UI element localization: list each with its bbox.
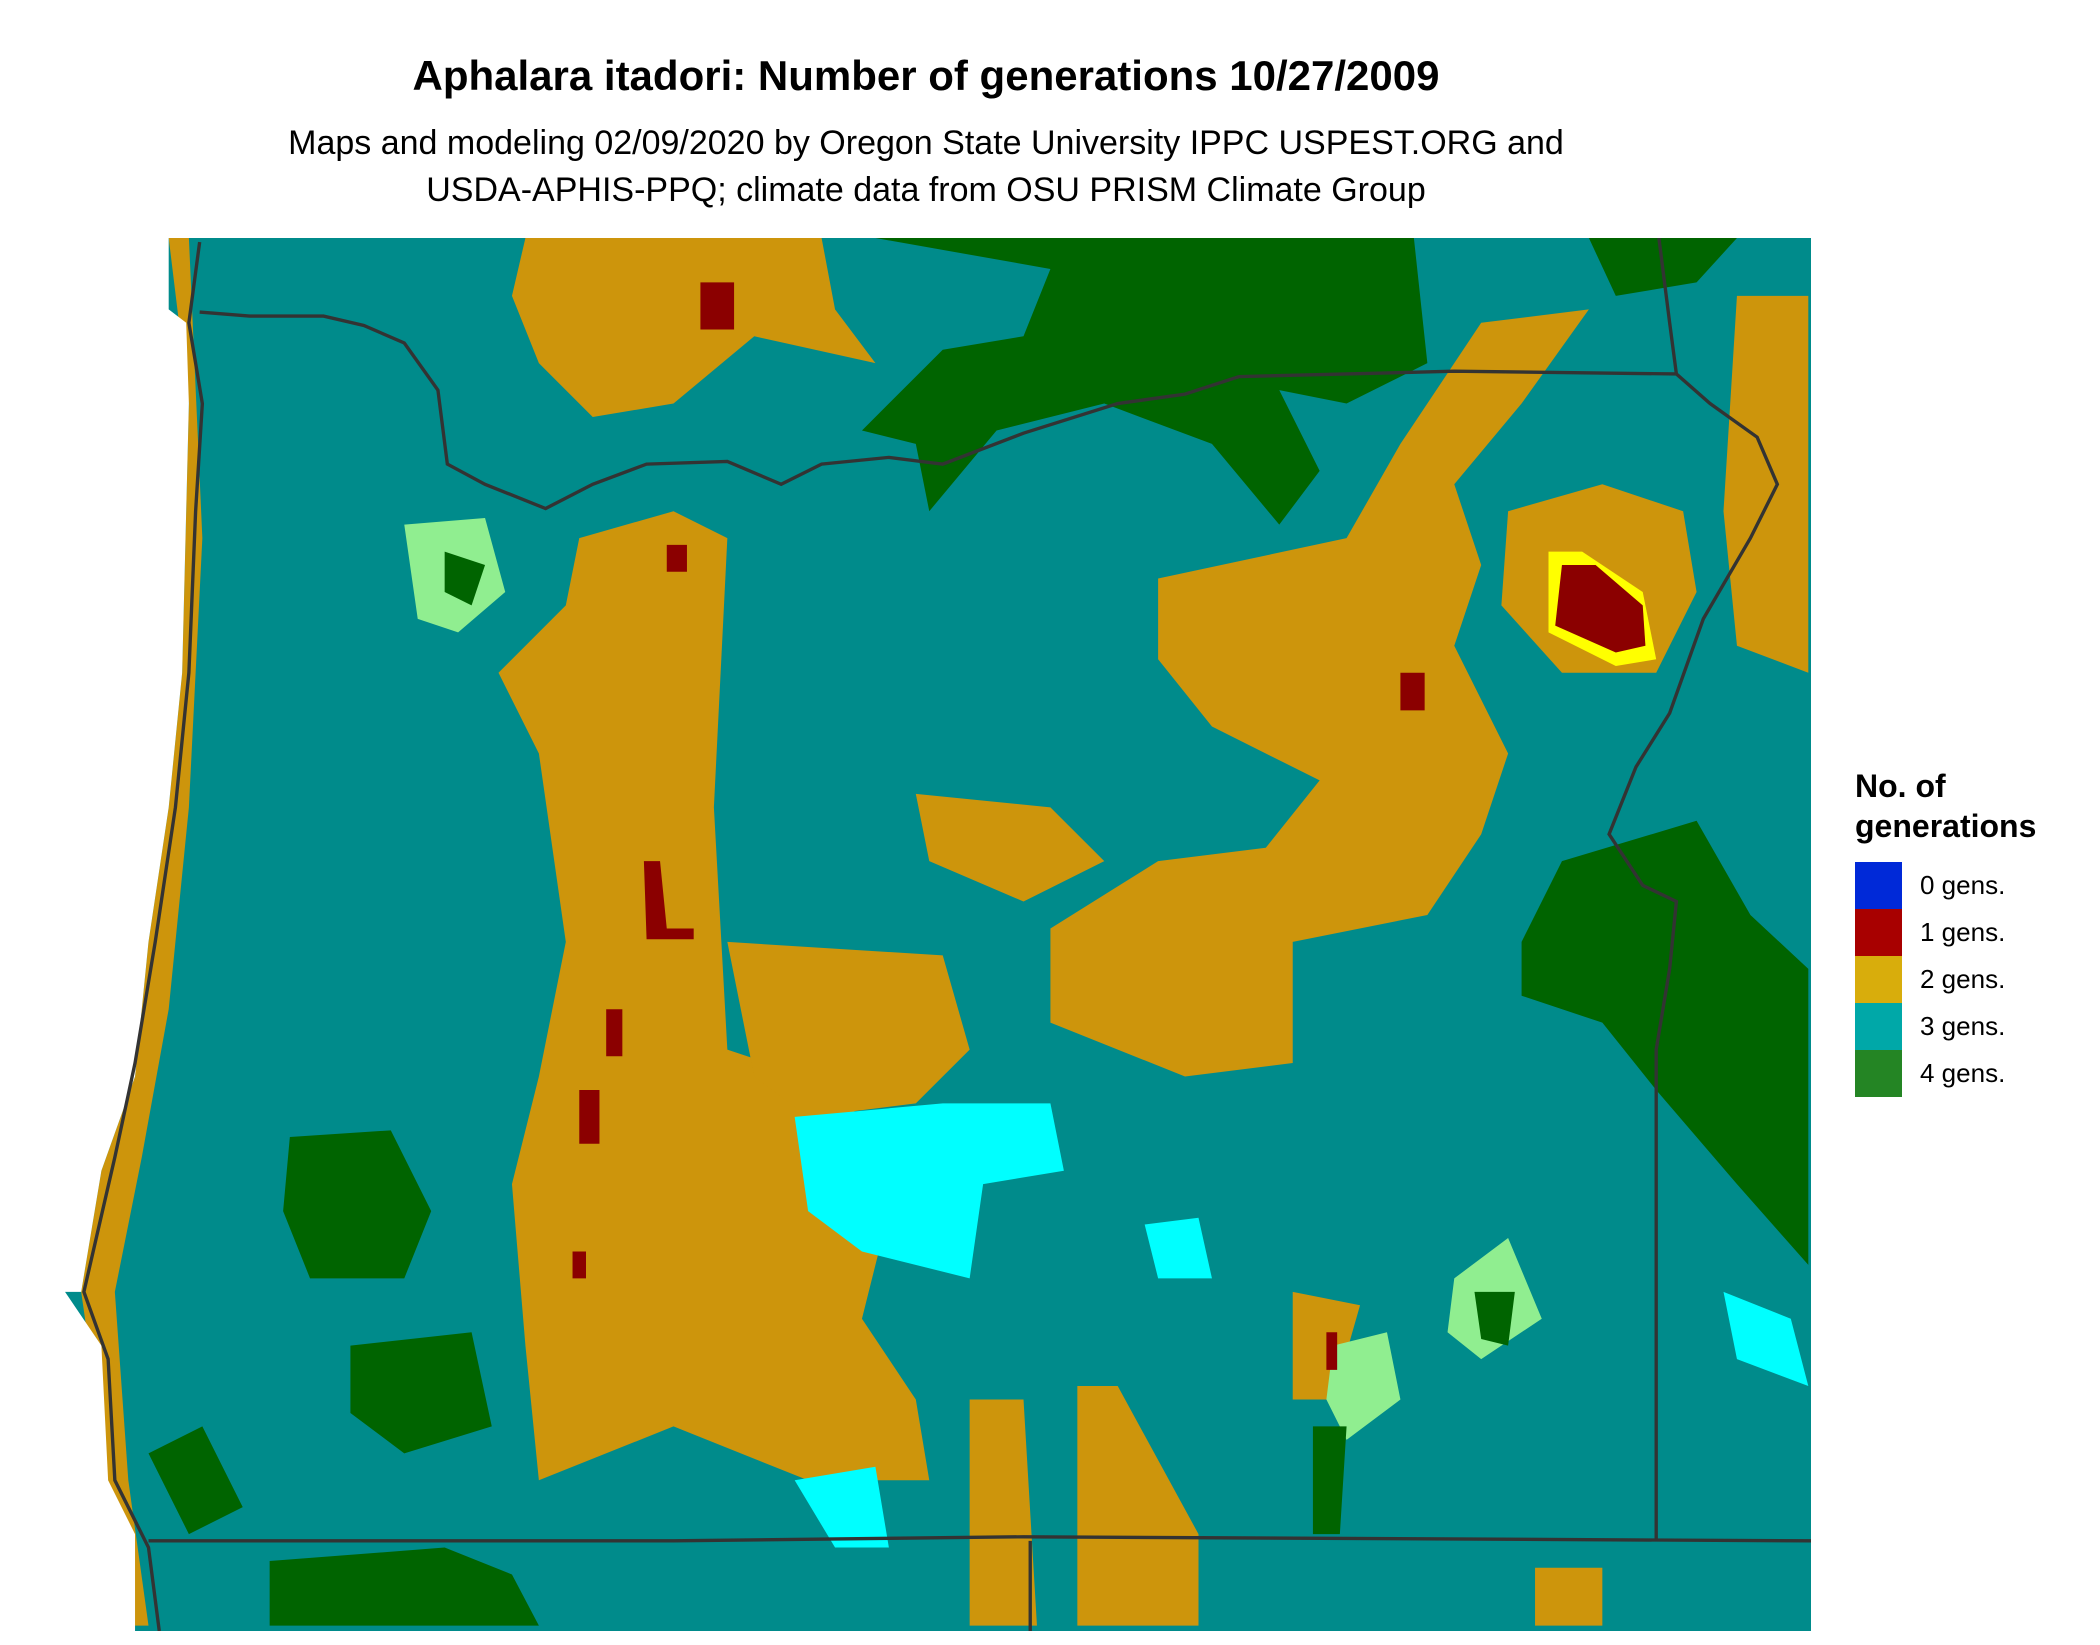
- south-2-gens: [969, 1291, 1603, 1626]
- legend-label: 3 gens.: [1920, 1011, 2006, 1041]
- generations-map: [61, 238, 1811, 1631]
- legend: No. of generations 0 gens. 1 gens. 2 gen…: [1855, 766, 2036, 1097]
- cyan-patch: [794, 1103, 1809, 1548]
- ne-1-gen-patch: [1555, 565, 1646, 653]
- legend-title-line-1: No. of: [1855, 768, 1946, 804]
- legend-item-3: 3 gens.: [1855, 1003, 2036, 1050]
- legend-item-4: 4 gens.: [1855, 1050, 2036, 1097]
- legend-label: 0 gens.: [1920, 870, 2006, 900]
- north-2-gens: [511, 238, 876, 418]
- legend-item-1: 1 gens.: [1855, 909, 2036, 956]
- columbia-river-border: [199, 310, 1780, 1541]
- sw-4-gens: [148, 1130, 539, 1626]
- subtitle-line-1: Maps and modeling 02/09/2020 by Oregon S…: [288, 124, 1564, 162]
- coastal-2-gens: [81, 238, 203, 1626]
- ocean-nodata: [61, 238, 189, 1631]
- washington-4-gens: [861, 238, 1428, 525]
- coastline: [82, 241, 205, 1631]
- washington-idaho-border: [1657, 238, 1679, 375]
- central-2-gens: [727, 941, 970, 1117]
- legend-title-line-2: generations: [1855, 808, 2037, 844]
- subtitle-line-2: USDA-APHIS-PPQ; climate data from OSU PR…: [426, 171, 1426, 209]
- east-2-gens: [1050, 309, 1589, 1077]
- map-title: Aphalara itadori: Number of generations …: [412, 52, 1440, 99]
- legend-item-2: 2 gens.: [1855, 956, 2036, 1003]
- legend-swatch: [1855, 909, 1902, 956]
- legend-label: 1 gens.: [1920, 917, 2006, 947]
- mid-2-gens: [915, 793, 1105, 902]
- legend-swatch: [1855, 1003, 1902, 1050]
- ne-edge-2-gens: [1723, 295, 1809, 673]
- legend-item-0: 0 gens.: [1855, 862, 2036, 909]
- cascades-2-gens: [498, 511, 930, 1481]
- southern-border: [148, 1535, 1811, 1543]
- legend-label: 4 gens.: [1920, 1058, 2006, 1088]
- east-4-gens: [1521, 820, 1809, 1265]
- legend-swatch: [1855, 862, 1902, 909]
- state-borders: [82, 238, 1811, 1631]
- legend-swatch: [1855, 1050, 1902, 1097]
- legend-swatch: [1855, 956, 1902, 1003]
- legend-label: 2 gens.: [1920, 964, 2006, 994]
